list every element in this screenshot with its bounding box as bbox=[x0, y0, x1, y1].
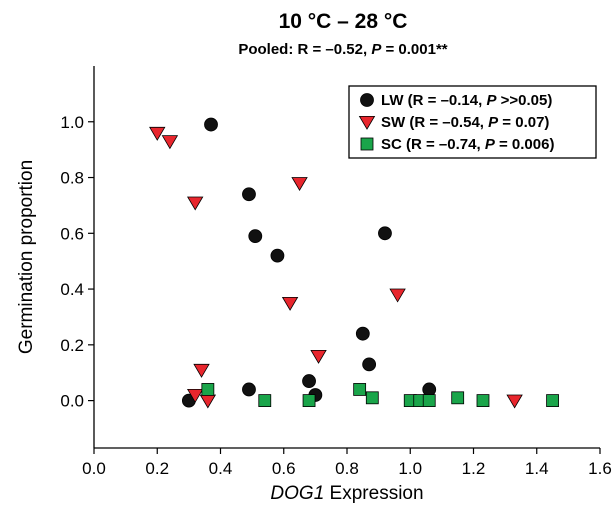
x-tick-label: 1.4 bbox=[525, 459, 549, 478]
legend-entry-sc: SC (R = –0.74, P = 0.006) bbox=[381, 136, 554, 153]
sc-data-point bbox=[422, 394, 436, 407]
y-tick-label: 0.4 bbox=[60, 280, 84, 299]
y-tick-label: 0.6 bbox=[60, 224, 84, 243]
sw-data-point bbox=[187, 388, 204, 403]
lw-data-point bbox=[302, 374, 316, 388]
sc-data-point bbox=[258, 394, 272, 407]
sc-data-point bbox=[476, 394, 490, 407]
x-tick-label: 1.0 bbox=[398, 459, 422, 478]
lw-data-point bbox=[204, 117, 218, 132]
lw-data-point bbox=[362, 357, 377, 372]
x-tick-label: 0.8 bbox=[335, 459, 359, 478]
lw-data-point bbox=[355, 326, 370, 341]
lw-data-point bbox=[422, 382, 437, 397]
chart-subtitle: Pooled: R = –0.52, P = 0.001** bbox=[238, 41, 447, 58]
sw-data-point bbox=[161, 135, 179, 150]
lw-data-point bbox=[270, 248, 285, 263]
legend-entry-sw: SW (R = –0.54, P = 0.07) bbox=[381, 114, 549, 131]
y-tick-label: 0.2 bbox=[60, 336, 84, 355]
legend-marker-sc bbox=[360, 137, 374, 151]
sw-data-point bbox=[193, 363, 210, 378]
sc-data-point bbox=[365, 391, 379, 405]
sw-data-point bbox=[199, 394, 217, 409]
legend-marker-sw bbox=[358, 115, 376, 130]
x-tick-label: 1.6 bbox=[588, 459, 612, 478]
sc-data-point bbox=[201, 383, 215, 396]
x-tick-label: 0.2 bbox=[145, 459, 169, 478]
y-tick-label: 1.0 bbox=[60, 113, 84, 132]
lw-data-point bbox=[242, 382, 256, 397]
chart-title: 10 °C – 28 °C bbox=[279, 10, 408, 33]
sc-data-point bbox=[546, 394, 559, 407]
legend: LW (R = –0.14, P >>0.05) SW (R = –0.54, P… bbox=[348, 85, 597, 159]
sc-data-point bbox=[451, 391, 465, 405]
x-tick-label: 0.6 bbox=[272, 459, 296, 478]
sc-data-point bbox=[353, 383, 367, 396]
x-tick-label: 0.0 bbox=[82, 459, 106, 478]
legend-entry-lw: LW (R = –0.14, P >>0.05) bbox=[381, 92, 552, 109]
sc-data-point bbox=[302, 394, 316, 407]
sw-data-point bbox=[149, 126, 166, 141]
sw-data-point bbox=[291, 177, 308, 192]
sw-data-point bbox=[506, 394, 523, 409]
lw-data-point bbox=[248, 229, 263, 243]
x-axis-label: DOG1 Expression bbox=[270, 483, 423, 504]
axes: 0.0 0.2 0.4 0.6 0.8 1.0 1.2 1.4 1.6 0.0 0.2 0.4 0.6 0… bbox=[16, 66, 612, 504]
data-points bbox=[149, 117, 559, 409]
x-tick-label: 0.4 bbox=[209, 459, 233, 478]
legend-marker-lw bbox=[360, 93, 374, 107]
y-tick-label: 0.0 bbox=[60, 392, 84, 411]
x-tick-label: 1.2 bbox=[462, 459, 486, 478]
legend-box bbox=[348, 85, 597, 159]
y-axis-label: Germination proportion bbox=[16, 160, 37, 354]
sw-data-point bbox=[389, 288, 406, 303]
sw-data-point bbox=[281, 296, 299, 311]
y-tick-label: 0.8 bbox=[60, 169, 84, 188]
lw-data-point bbox=[242, 187, 256, 202]
sw-data-point bbox=[187, 196, 204, 211]
lw-data-point bbox=[378, 226, 392, 241]
sw-data-point bbox=[310, 349, 327, 364]
